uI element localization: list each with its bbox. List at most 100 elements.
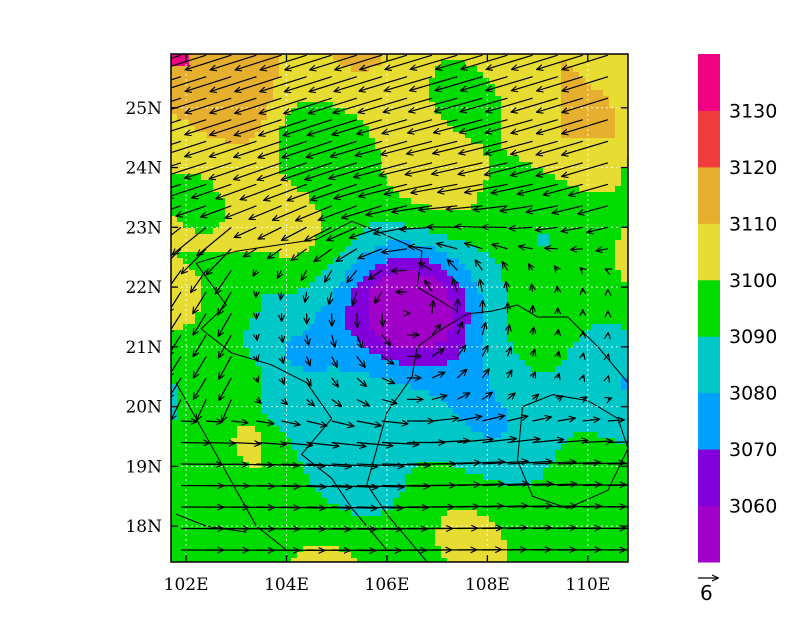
- wind-vector: [171, 399, 182, 419]
- wind-vector: [331, 398, 342, 406]
- wind-vector: [180, 443, 209, 444]
- wind-vector: [356, 334, 362, 348]
- wind-vector: [381, 486, 430, 487]
- wind-vector: [431, 396, 447, 400]
- wind-vector: [411, 54, 458, 69]
- wind-vector: [186, 54, 232, 69]
- plot-frame: [170, 53, 629, 563]
- wind-vector: [583, 397, 587, 399]
- wind-vector: [171, 162, 207, 175]
- wind-vector: [482, 439, 516, 444]
- wind-vector: [432, 418, 458, 421]
- wind-vector: [218, 313, 232, 336]
- wind-vector: [382, 313, 383, 326]
- wind-vector: [331, 441, 366, 447]
- wind-vector: [193, 313, 207, 334]
- wind-vector: [216, 183, 257, 198]
- x-tick-label: 102E: [164, 575, 209, 595]
- wind-vector: [171, 183, 182, 189]
- wind-vector: [311, 183, 357, 200]
- wind-vector: [222, 399, 232, 421]
- wind-vector: [437, 244, 458, 250]
- wind-vector: [571, 249, 583, 250]
- wind-vector: [512, 76, 558, 91]
- wind-vector: [283, 119, 332, 136]
- wind-vector: [607, 463, 628, 465]
- wind-vector: [562, 76, 609, 91]
- wind-vector: [219, 334, 232, 358]
- wind-vector: [465, 243, 483, 250]
- wind-vector: [194, 377, 207, 399]
- wind-vector: [197, 399, 207, 420]
- wind-vector: [216, 269, 232, 293]
- wind-vector: [256, 399, 261, 403]
- wind-vector: [457, 439, 492, 442]
- wind-vector: [185, 119, 232, 135]
- wind-vector: [256, 443, 286, 445]
- colorbar-label: 3060: [729, 496, 777, 518]
- wind-vector: [457, 484, 504, 486]
- wind-vector: [171, 226, 182, 237]
- wind-vector: [235, 119, 282, 136]
- wind-vector: [381, 355, 394, 364]
- wind-vector: [558, 374, 560, 378]
- wind-vector: [331, 464, 378, 467]
- wind-vector: [558, 330, 559, 335]
- wind-vector: [331, 377, 339, 387]
- wind-vector: [436, 54, 483, 69]
- colorbar-label: 3070: [729, 439, 777, 461]
- wind-vector: [210, 97, 257, 113]
- wind-vector: [331, 507, 377, 508]
- wind-vector: [456, 322, 462, 336]
- wind-vector: [558, 396, 563, 399]
- colorbar-swatch: [698, 223, 720, 281]
- wind-vector: [385, 76, 433, 91]
- wind-vector: [171, 119, 182, 124]
- wind-vector: [231, 443, 260, 444]
- wind-vector: [240, 183, 282, 199]
- y-tick-label: 25N: [125, 99, 162, 119]
- wind-vector: [527, 205, 558, 212]
- wind-vector: [206, 248, 232, 275]
- wind-vector: [457, 300, 458, 314]
- wind-vector: [537, 140, 583, 154]
- y-tick-label: 23N: [125, 218, 162, 238]
- wind-vector: [608, 398, 611, 399]
- wind-vector: [486, 119, 533, 133]
- wind-vector: [306, 140, 357, 157]
- wind-vector: [460, 97, 508, 111]
- wind-vector: [256, 421, 273, 424]
- wind-vector: [456, 346, 465, 357]
- wind-vector: [356, 420, 381, 426]
- wind-vector: [382, 249, 408, 253]
- wind-vector: [306, 441, 339, 447]
- wind-vector: [425, 281, 433, 293]
- wind-vector: [434, 119, 483, 133]
- wind-vector: [258, 140, 307, 157]
- wind-vector: [519, 246, 533, 249]
- wind-vector: [510, 227, 533, 228]
- wind-vector: [319, 205, 358, 220]
- wind-vector: [582, 441, 612, 443]
- wind-vector: [358, 97, 408, 112]
- wind-vector: [532, 484, 577, 486]
- wind-vector: [608, 376, 609, 378]
- wind-vector: [545, 248, 558, 249]
- x-tick-label: 106E: [365, 575, 410, 595]
- wind-vector: [282, 334, 283, 342]
- wind-vector: [606, 269, 608, 270]
- wind-vector: [218, 291, 232, 315]
- colorbar-swatch: [698, 336, 720, 394]
- wind-vector: [406, 162, 458, 175]
- wind-vector: [234, 140, 282, 157]
- wind-vector: [537, 54, 583, 69]
- wind-vector: [512, 54, 558, 69]
- colorbar-label: 3080: [729, 383, 777, 405]
- wind-vector: [382, 119, 433, 134]
- wind-vector: [307, 334, 309, 345]
- wind-vector: [171, 97, 207, 111]
- wind-vector: [333, 97, 383, 113]
- wind-vector: [432, 441, 469, 443]
- wind-vector: [332, 334, 335, 347]
- wind-vector: [459, 162, 508, 175]
